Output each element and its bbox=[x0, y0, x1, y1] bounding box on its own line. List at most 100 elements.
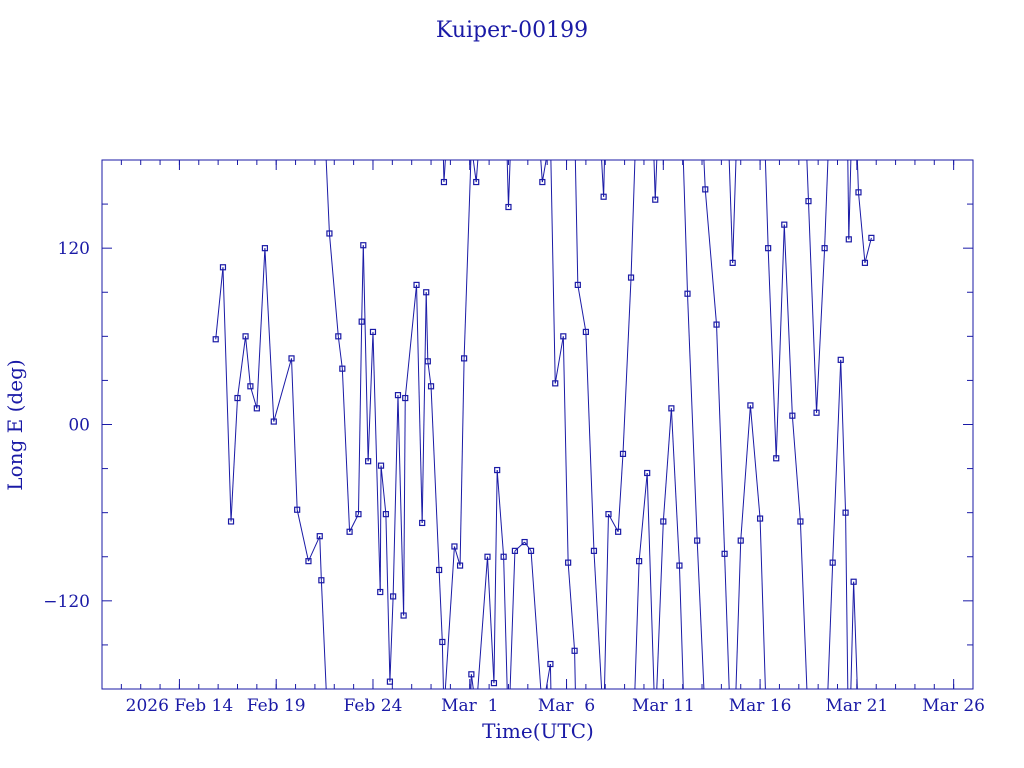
series-segment bbox=[728, 160, 734, 263]
data-point bbox=[713, 321, 720, 328]
series-segment bbox=[264, 248, 275, 422]
data-point bbox=[684, 290, 691, 297]
data-point bbox=[335, 333, 342, 340]
data-point bbox=[615, 528, 622, 535]
series-segment bbox=[545, 663, 551, 689]
data-point bbox=[413, 281, 420, 289]
series-segment bbox=[634, 561, 640, 689]
series-segment bbox=[463, 160, 472, 359]
series-segment bbox=[845, 512, 849, 689]
data-point bbox=[571, 647, 578, 654]
series-segment bbox=[380, 465, 387, 515]
series-segment bbox=[732, 160, 737, 263]
series-segment bbox=[320, 580, 327, 689]
series-segment bbox=[472, 160, 477, 183]
data-point bbox=[377, 462, 385, 469]
series-segment bbox=[678, 565, 684, 689]
series-segment bbox=[791, 415, 801, 522]
data-point bbox=[212, 336, 219, 343]
data-point bbox=[765, 245, 772, 252]
series-segment bbox=[656, 521, 664, 689]
data-point bbox=[461, 355, 468, 362]
data-point bbox=[527, 547, 535, 554]
data-point bbox=[539, 178, 546, 186]
data-point bbox=[565, 559, 572, 566]
data-point bbox=[505, 203, 512, 211]
series-segment bbox=[337, 336, 343, 369]
series-segment bbox=[574, 650, 576, 689]
series-segment bbox=[585, 331, 595, 551]
series-segment bbox=[687, 293, 698, 541]
series-segment bbox=[416, 284, 423, 523]
series-segment bbox=[850, 581, 855, 689]
data-point bbox=[500, 553, 507, 560]
data-point bbox=[456, 562, 464, 569]
series-segment bbox=[249, 386, 258, 409]
series-segment bbox=[577, 284, 587, 333]
data-point bbox=[668, 405, 675, 412]
series-segment bbox=[716, 324, 726, 554]
series-segment bbox=[617, 453, 624, 532]
x-axis-tick-labels: 2026 Feb 14 Feb 19 Feb 24 Mar 1 Mar 6 Mar 11 M… bbox=[126, 696, 985, 716]
series-segment bbox=[385, 514, 391, 682]
series-segment bbox=[740, 405, 751, 541]
data-point bbox=[729, 259, 736, 266]
y-axis-tick-labels: 120 00 −120 bbox=[43, 239, 90, 612]
data-point bbox=[247, 383, 254, 390]
data-point bbox=[424, 358, 431, 365]
series-segment bbox=[847, 160, 850, 240]
data-point bbox=[316, 533, 323, 540]
y-tick-label: −120 bbox=[43, 592, 90, 612]
data-point bbox=[797, 518, 804, 525]
axis-ticks bbox=[101, 159, 974, 690]
series-segment bbox=[646, 472, 655, 689]
series-segment bbox=[361, 245, 364, 322]
data-point bbox=[318, 577, 325, 584]
data-point bbox=[574, 281, 581, 289]
data-point bbox=[855, 189, 862, 196]
series-segment bbox=[425, 292, 429, 362]
data-point bbox=[737, 537, 744, 544]
series-segment bbox=[389, 596, 394, 682]
series-segment bbox=[427, 361, 432, 387]
series-segment bbox=[857, 192, 866, 263]
data-point bbox=[390, 593, 397, 600]
data-point bbox=[423, 289, 430, 296]
chart-title: Kuiper-00199 bbox=[436, 18, 588, 43]
data-point bbox=[473, 178, 480, 186]
data-point bbox=[358, 318, 365, 325]
data-point bbox=[511, 547, 519, 554]
series-segment bbox=[319, 536, 322, 581]
series-segment bbox=[509, 550, 516, 689]
data-point bbox=[382, 511, 389, 518]
series-segment bbox=[670, 408, 680, 566]
series-segment bbox=[654, 160, 658, 200]
data-point bbox=[377, 588, 384, 596]
data-point bbox=[547, 660, 554, 668]
data-point bbox=[440, 178, 448, 186]
data-point bbox=[619, 450, 627, 457]
series-segment bbox=[308, 535, 321, 562]
x-tick-label: Mar 1 bbox=[441, 696, 498, 716]
data-point bbox=[355, 511, 362, 518]
series-segment bbox=[567, 562, 576, 651]
data-point bbox=[652, 196, 659, 203]
series-segment bbox=[441, 641, 444, 689]
series-segment bbox=[296, 509, 309, 562]
data-point bbox=[439, 638, 446, 646]
data-point bbox=[400, 612, 407, 619]
series-segment bbox=[291, 358, 298, 510]
series-segment bbox=[662, 408, 672, 522]
data-point bbox=[644, 469, 651, 477]
series-segment bbox=[215, 267, 224, 340]
series-segment bbox=[443, 160, 446, 183]
series-segment bbox=[328, 233, 339, 337]
series-segment bbox=[775, 224, 785, 459]
data-point bbox=[394, 392, 402, 399]
series-segment bbox=[496, 470, 505, 557]
x-tick-label: Mar 6 bbox=[538, 696, 595, 716]
data-point bbox=[386, 678, 394, 685]
data-point bbox=[369, 328, 377, 336]
series-segment bbox=[799, 521, 808, 689]
